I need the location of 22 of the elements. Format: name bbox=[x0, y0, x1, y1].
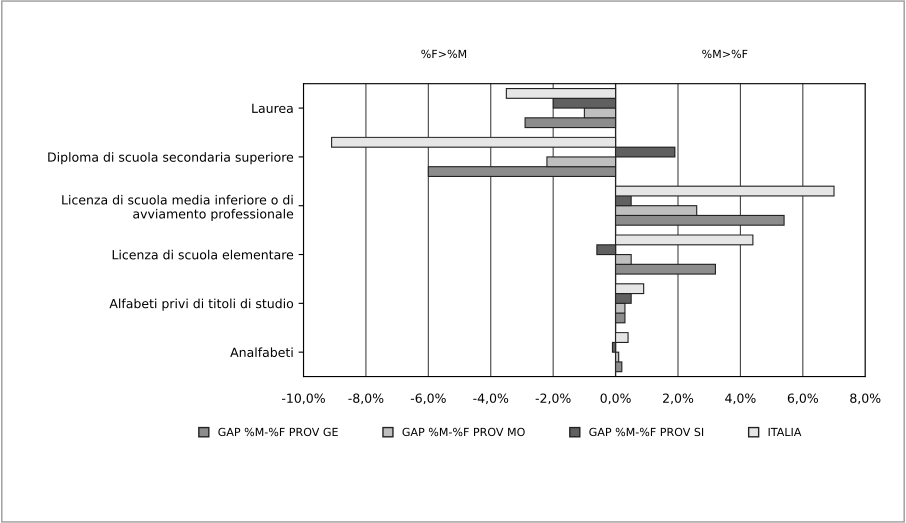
y-tick-label: Laurea bbox=[252, 104, 293, 114]
text: %F>%M bbox=[421, 50, 466, 58]
x-tick-label: -10,0% bbox=[282, 393, 325, 404]
text: %M>%F bbox=[702, 50, 748, 58]
x-tick-label: -8,0% bbox=[348, 393, 384, 404]
y-tick-label: Analfabeti bbox=[230, 347, 293, 358]
legend-label: ITALIA bbox=[768, 428, 802, 436]
x-tick-label: -6,0% bbox=[410, 393, 446, 404]
x-tick-label: 4,0% bbox=[725, 393, 756, 404]
legend-label: GAP %M-%F PROV GE bbox=[218, 428, 338, 436]
legend-label: GAP %M-%F PROV SI bbox=[589, 428, 704, 436]
y-tick-label: Diploma di scuola secondaria superiore bbox=[48, 152, 294, 164]
legend-label: GAP %M-%F PROV MO bbox=[402, 428, 525, 436]
x-tick-label: 6,0% bbox=[788, 393, 818, 404]
y-tick-label: Alfabeti privi di titoli di studio bbox=[109, 298, 294, 311]
y-tick-label: Licenza di scuola elementare bbox=[112, 250, 294, 260]
x-tick-label: 2,0% bbox=[663, 393, 694, 404]
x-tick-label: -2,0% bbox=[536, 393, 571, 404]
y-tick-label: Licenza di scuola media inferiore o di avviamento professionale bbox=[62, 194, 294, 222]
x-tick-label: 0,0% bbox=[600, 393, 631, 404]
x-tick-label: -4,0% bbox=[473, 393, 508, 404]
x-tick-label: 8,0% bbox=[850, 393, 880, 404]
